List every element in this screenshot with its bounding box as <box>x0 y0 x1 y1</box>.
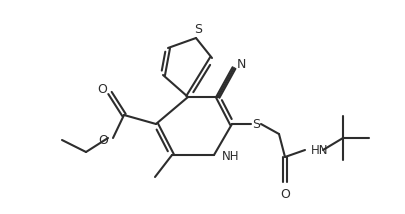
Text: S: S <box>194 23 202 36</box>
Text: S: S <box>252 117 259 131</box>
Text: O: O <box>98 135 108 147</box>
Text: HN: HN <box>310 144 328 156</box>
Text: O: O <box>97 83 107 95</box>
Text: O: O <box>279 188 289 201</box>
Text: NH: NH <box>222 150 239 162</box>
Text: N: N <box>237 58 246 70</box>
